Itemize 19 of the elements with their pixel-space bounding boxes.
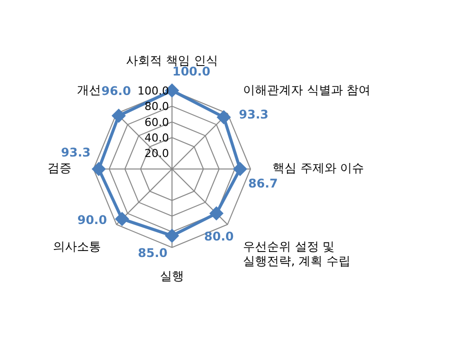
data-label: 80.0 <box>204 229 234 244</box>
spoke-label: 핵심 주제와 이슈 <box>272 161 364 176</box>
spoke-label: 실행 <box>160 268 184 283</box>
spoke-label: 검증 <box>48 161 72 176</box>
spoke-label: 이해관계자 식별과 참여 <box>243 82 371 97</box>
spoke-label: 의사소통 <box>52 239 101 254</box>
y-tick-label: 40.0 <box>144 131 169 144</box>
data-label: 93.3 <box>61 146 91 160</box>
y-tick-label: 60.0 <box>144 116 169 129</box>
data-label: 90.0 <box>77 213 107 228</box>
data-label: 96.0 <box>101 84 131 98</box>
y-tick-label: 20.0 <box>144 147 169 160</box>
data-label: 93.3 <box>238 107 268 122</box>
spoke-label: 우선순위 설정 및 실행전략, 계획 수립 <box>243 239 351 268</box>
y-tick-label: 80.0 <box>144 100 169 114</box>
data-label: 85.0 <box>138 246 168 260</box>
data-label: 86.7 <box>248 176 278 191</box>
spoke-label: 사회적 책임 인식 <box>126 53 218 68</box>
spoke-label: 개선 <box>76 82 101 97</box>
